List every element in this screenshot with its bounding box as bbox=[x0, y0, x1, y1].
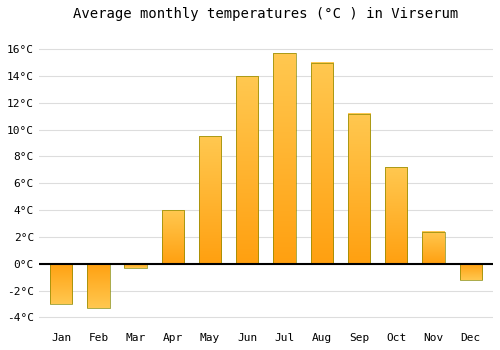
Bar bbox=[124, 264, 147, 268]
Bar bbox=[87, 264, 110, 308]
Bar bbox=[162, 210, 184, 264]
Bar bbox=[422, 232, 444, 264]
Bar bbox=[310, 63, 333, 264]
Bar bbox=[236, 76, 258, 264]
Bar bbox=[460, 264, 482, 280]
Bar bbox=[199, 136, 222, 264]
Title: Average monthly temperatures (°C ) in Virserum: Average monthly temperatures (°C ) in Vi… bbox=[74, 7, 458, 21]
Bar bbox=[50, 264, 72, 304]
Bar bbox=[385, 167, 407, 264]
Bar bbox=[348, 113, 370, 264]
Bar bbox=[274, 53, 295, 264]
